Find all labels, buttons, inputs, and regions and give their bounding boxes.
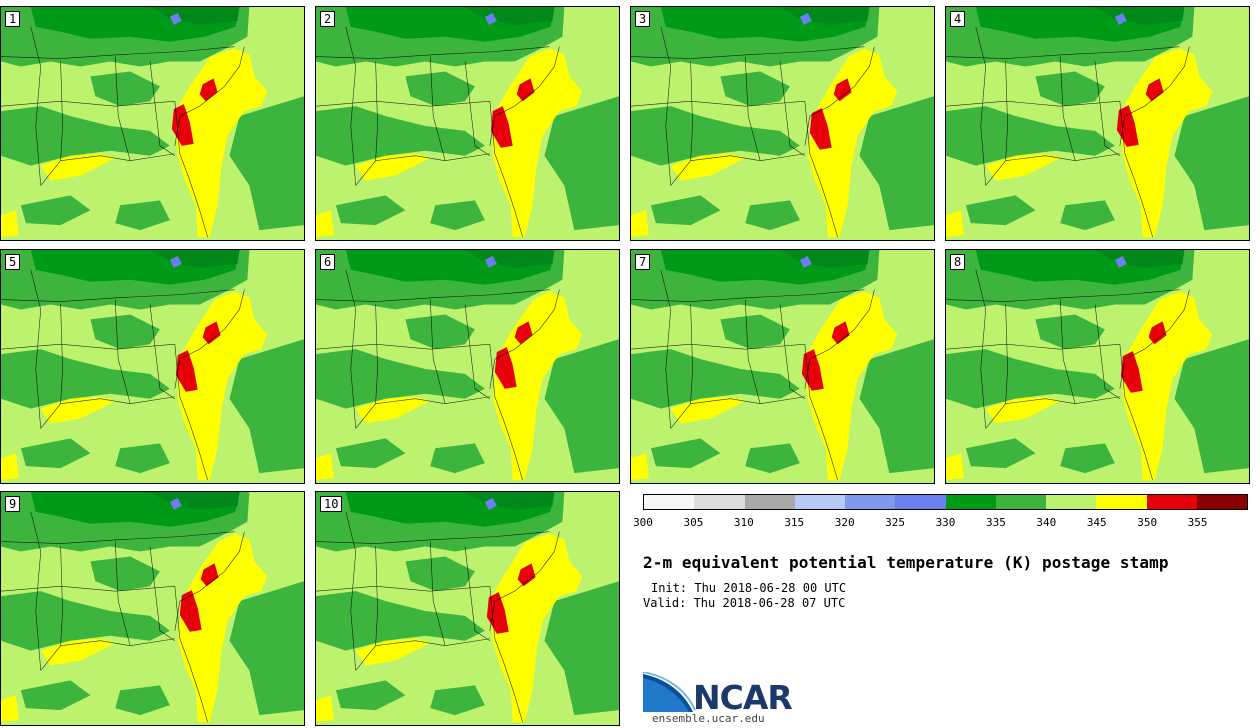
theta-e-map: [316, 7, 619, 240]
colorbar-segment: [995, 495, 1046, 509]
theta-e-map: [1, 250, 304, 483]
colorbar-segment: [1046, 495, 1097, 509]
colorbar-tick-label: 320: [834, 516, 855, 529]
theta-e-map: [631, 7, 934, 240]
member-number-label: 3: [635, 11, 651, 27]
theta-e-map: [1, 492, 304, 725]
colorbar-tick-label: 345: [1086, 516, 1107, 529]
colorbar-segment: [1146, 495, 1197, 509]
colorbar-tick-label: 350: [1137, 516, 1158, 529]
theta-e-map: [316, 250, 619, 483]
member-number-label: 4: [950, 11, 966, 27]
colorbar-tick-label: 325: [885, 516, 906, 529]
member-number-label: 6: [320, 254, 336, 270]
colorbar-tick-label: 300: [633, 516, 653, 529]
theta-e-map: [946, 7, 1249, 240]
logo-url: ensemble.ucar.edu: [652, 712, 765, 725]
member-map-panel: 4: [945, 6, 1250, 241]
member-number-label: 2: [320, 11, 336, 27]
colorbar-segment: [694, 495, 745, 509]
colorbar-segment: [895, 495, 946, 509]
colorbar-segment: [644, 495, 695, 509]
colorbar-tick-label: 305: [683, 516, 704, 529]
theta-e-map: [631, 250, 934, 483]
member-number-label: 10: [320, 496, 343, 512]
colorbar-segment: [1196, 495, 1247, 509]
ncar-logo-text: NCAR: [693, 678, 793, 717]
colorbar-segment: [945, 495, 996, 509]
member-map-panel: 9: [0, 491, 305, 726]
member-number-label: 7: [635, 254, 651, 270]
ncar-swoosh-icon: [643, 672, 696, 712]
member-map-panel: 10: [315, 491, 620, 726]
init-time: Init: Thu 2018-06-28 00 UTC: [651, 581, 847, 595]
member-number-label: 1: [5, 11, 21, 27]
theta-e-map: [316, 492, 619, 725]
member-number-label: 5: [5, 254, 21, 270]
colorbar-segment: [1096, 495, 1147, 509]
member-number-label: 9: [5, 496, 21, 512]
member-map-panel: 5: [0, 249, 305, 484]
colorbar-segment: [794, 495, 845, 509]
member-number-label: 8: [950, 254, 966, 270]
colorbar-segment: [845, 495, 896, 509]
member-map-panel: 7: [630, 249, 935, 484]
colorbar-tick-label: 335: [985, 516, 1006, 529]
theta-e-map: [1, 7, 304, 240]
plot-title: 2-m equivalent potential temperature (K)…: [643, 553, 1169, 572]
valid-time: Valid: Thu 2018-06-28 07 UTC: [643, 596, 846, 610]
colorbar: [643, 494, 1248, 510]
member-map-panel: 3: [630, 6, 935, 241]
member-map-panel: 2: [315, 6, 620, 241]
colorbar-tick-label: 355: [1187, 516, 1208, 529]
colorbar-tick-label: 310: [733, 516, 754, 529]
colorbar-tick-label: 330: [935, 516, 956, 529]
theta-e-map: [946, 250, 1249, 483]
colorbar-segment: [744, 495, 795, 509]
member-map-panel: 1: [0, 6, 305, 241]
member-map-panel: 6: [315, 249, 620, 484]
colorbar-tick-label: 340: [1036, 516, 1057, 529]
member-map-panel: 8: [945, 249, 1250, 484]
colorbar-tick-label: 315: [784, 516, 805, 529]
